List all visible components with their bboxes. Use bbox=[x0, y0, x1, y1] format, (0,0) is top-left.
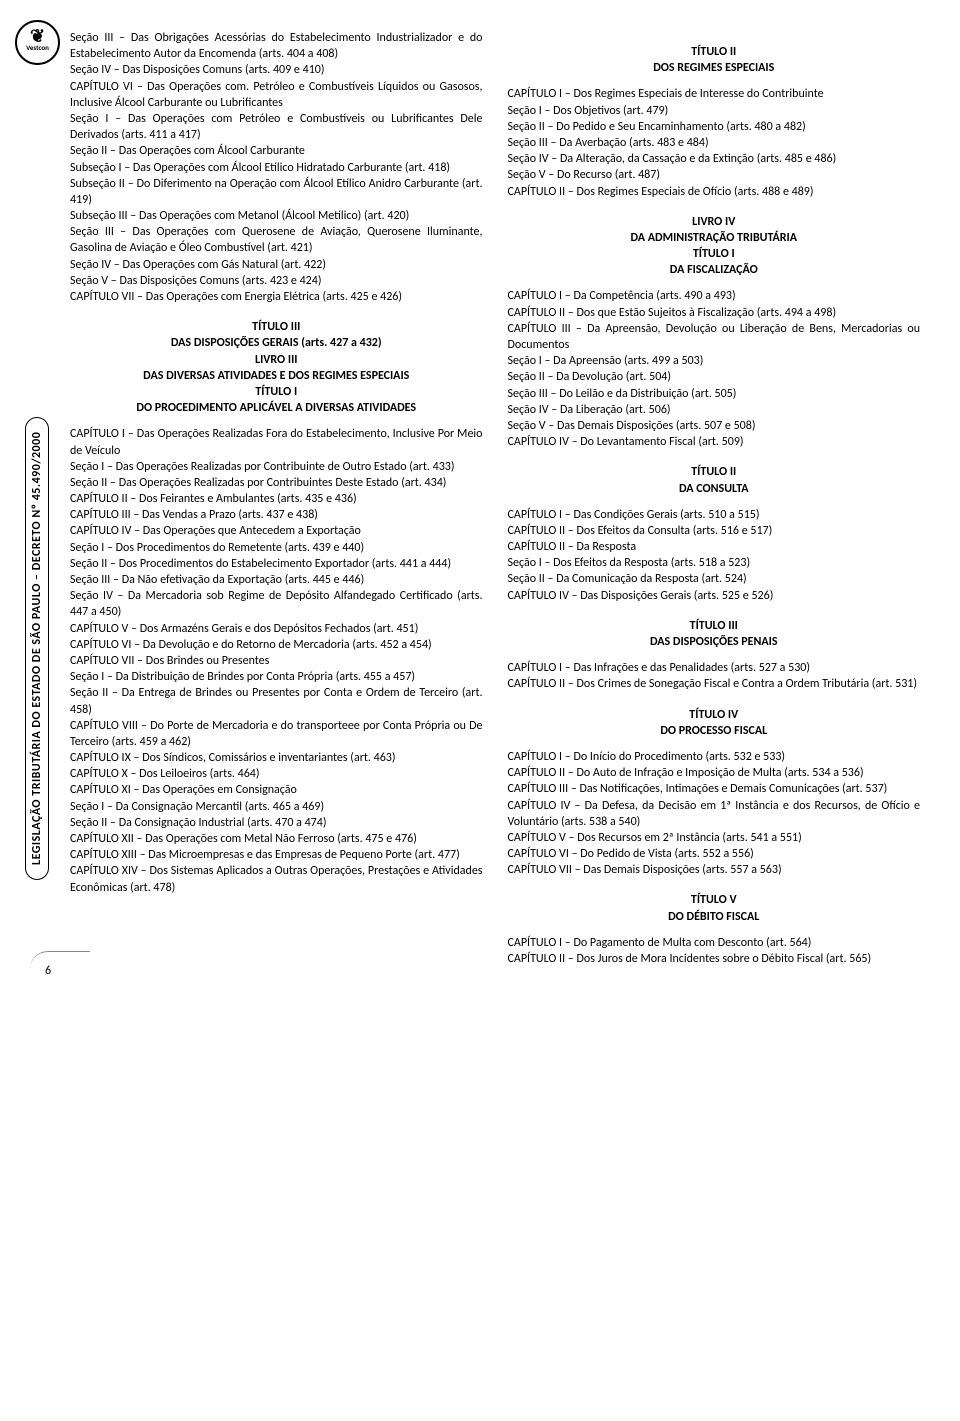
section-heading: DAS DISPOSIÇÕES GERAIS (arts. 427 a 432) bbox=[70, 335, 483, 351]
logo-text: Vestcon bbox=[26, 43, 49, 52]
toc-entry: CAPÍTULO XIV – Dos Sistemas Aplicados a … bbox=[70, 863, 483, 895]
toc-entry: Seção I – Dos Efeitos da Resposta (arts.… bbox=[508, 555, 921, 571]
toc-entry: CAPÍTULO I – Das Operações Realizadas Fo… bbox=[70, 426, 483, 458]
toc-entry: CAPÍTULO VI – Do Pedido de Vista (arts. … bbox=[508, 846, 921, 862]
section-heading: DA FISCALIZAÇÃO bbox=[508, 262, 921, 278]
toc-entry: Subseção I – Das Operações com Álcool Et… bbox=[70, 160, 483, 176]
toc-entry: CAPÍTULO VIII – Do Porte de Mercadoria e… bbox=[70, 718, 483, 750]
toc-entry: CAPÍTULO VI – Das Operações com. Petróle… bbox=[70, 79, 483, 111]
toc-entry: CAPÍTULO IV – Das Operações que Antecede… bbox=[70, 523, 483, 539]
page-curve-decor bbox=[30, 951, 90, 969]
section-heading: TÍTULO I bbox=[70, 384, 483, 400]
toc-entry: CAPÍTULO II – Da Resposta bbox=[508, 539, 921, 555]
toc-entry: Seção V – Das Disposições Comuns (arts. … bbox=[70, 273, 483, 289]
toc-entry: Seção II – Da Devolução (art. 504) bbox=[508, 369, 921, 385]
section-heading: TÍTULO I bbox=[508, 246, 921, 262]
toc-entry: Seção II – Da Entrega de Brindes ou Pres… bbox=[70, 685, 483, 717]
toc-entry: Seção III – Da Não efetivação da Exporta… bbox=[70, 572, 483, 588]
toc-entry: CAPÍTULO III – Da Apreensão, Devolução o… bbox=[508, 321, 921, 353]
toc-entry: CAPÍTULO I – Do Pagamento de Multa com D… bbox=[508, 935, 921, 951]
content-columns: Seção III – Das Obrigações Acessórias do… bbox=[70, 30, 920, 967]
toc-entry: CAPÍTULO V – Dos Recursos em 2ª Instânci… bbox=[508, 830, 921, 846]
section-heading: TÍTULO V bbox=[508, 892, 921, 908]
toc-entry: CAPÍTULO III – Das Vendas a Prazo (arts.… bbox=[70, 507, 483, 523]
section-heading: DA ADMINISTRAÇÃO TRIBUTÁRIA bbox=[508, 230, 921, 246]
section-heading: LIVRO III bbox=[70, 352, 483, 368]
toc-entry: CAPÍTULO II – Do Auto de Infração e Impo… bbox=[508, 765, 921, 781]
section-heading: DO PROCEDIMENTO APLICÁVEL A DIVERSAS ATI… bbox=[70, 400, 483, 416]
toc-entry: Seção I – Dos Objetivos (art. 479) bbox=[508, 103, 921, 119]
toc-entry: Seção III – Da Averbação (arts. 483 e 48… bbox=[508, 135, 921, 151]
toc-entry: CAPÍTULO I – Da Competência (arts. 490 a… bbox=[508, 288, 921, 304]
section-heading: LIVRO IV bbox=[508, 214, 921, 230]
section-heading: DO DÉBITO FISCAL bbox=[508, 909, 921, 925]
toc-entry: Seção II – Do Pedido e Seu Encaminhament… bbox=[508, 119, 921, 135]
toc-entry: Seção III – Das Operações com Querosene … bbox=[70, 224, 483, 256]
toc-entry: CAPÍTULO IV – Do Levantamento Fiscal (ar… bbox=[508, 434, 921, 450]
toc-entry: Seção IV – Das Operações com Gás Natural… bbox=[70, 257, 483, 273]
section-heading: TÍTULO II bbox=[508, 44, 921, 60]
toc-entry: Subseção III – Das Operações com Metanol… bbox=[70, 208, 483, 224]
toc-entry: Seção I – Da Distribuição de Brindes por… bbox=[70, 669, 483, 685]
toc-entry: CAPÍTULO I – Dos Regimes Especiais de In… bbox=[508, 86, 921, 102]
toc-entry: Seção III – Do Leilão e da Distribuição … bbox=[508, 386, 921, 402]
toc-entry: Seção II – Dos Procedimentos do Estabele… bbox=[70, 556, 483, 572]
toc-entry: CAPÍTULO V – Dos Armazéns Gerais e dos D… bbox=[70, 621, 483, 637]
toc-entry: CAPÍTULO III – Das Notificações, Intimaç… bbox=[508, 781, 921, 797]
section-heading: TÍTULO IV bbox=[508, 707, 921, 723]
toc-entry: Seção V – Das Demais Disposições (arts. … bbox=[508, 418, 921, 434]
toc-entry: Seção IV – Da Mercadoria sob Regime de D… bbox=[70, 588, 483, 620]
toc-entry: CAPÍTULO I – Das Condições Gerais (arts.… bbox=[508, 507, 921, 523]
toc-entry: Seção I – Das Operações Realizadas por C… bbox=[70, 459, 483, 475]
toc-entry: CAPÍTULO I – Das Infrações e das Penalid… bbox=[508, 660, 921, 676]
brand-logo: ❦ Vestcon bbox=[15, 20, 60, 65]
toc-entry: Seção I – Da Apreensão (arts. 499 a 503) bbox=[508, 353, 921, 369]
section-heading: TÍTULO III bbox=[70, 319, 483, 335]
toc-entry: Seção I – Dos Procedimentos do Remetente… bbox=[70, 540, 483, 556]
toc-entry: Seção I – Das Operações com Petróleo e C… bbox=[70, 111, 483, 143]
toc-entry: CAPÍTULO XIII – Das Microempresas e das … bbox=[70, 847, 483, 863]
toc-entry: Seção IV – Da Alteração, da Cassação e d… bbox=[508, 151, 921, 167]
toc-entry: CAPÍTULO IV – Da Defesa, da Decisão em 1… bbox=[508, 798, 921, 830]
toc-entry: CAPÍTULO XII – Das Operações com Metal N… bbox=[70, 831, 483, 847]
toc-entry: Seção IV – Da Liberação (art. 506) bbox=[508, 402, 921, 418]
toc-entry: Seção III – Das Obrigações Acessórias do… bbox=[70, 30, 483, 62]
toc-entry: CAPÍTULO IV – Das Disposições Gerais (ar… bbox=[508, 588, 921, 604]
toc-entry: Seção II – Das Operações Realizadas por … bbox=[70, 475, 483, 491]
section-heading: DAS DIVERSAS ATIVIDADES E DOS REGIMES ES… bbox=[70, 368, 483, 384]
toc-entry: CAPÍTULO VI – Da Devolução e do Retorno … bbox=[70, 637, 483, 653]
toc-entry: CAPÍTULO II – Dos Regimes Especiais de O… bbox=[508, 184, 921, 200]
toc-entry: Seção I – Da Consignação Mercantil (arts… bbox=[70, 799, 483, 815]
right-column: TÍTULO IIDOS REGIMES ESPECIAISCAPÍTULO I… bbox=[508, 30, 921, 967]
section-heading: DAS DISPOSIÇÕES PENAIS bbox=[508, 634, 921, 650]
toc-entry: Seção II – Da Consignação Industrial (ar… bbox=[70, 815, 483, 831]
toc-entry: Seção V – Do Recurso (art. 487) bbox=[508, 167, 921, 183]
toc-entry: CAPÍTULO IX – Dos Síndicos, Comissários … bbox=[70, 750, 483, 766]
section-heading: TÍTULO II bbox=[508, 464, 921, 480]
toc-entry: CAPÍTULO II – Dos Juros de Mora Incident… bbox=[508, 951, 921, 967]
toc-entry: Seção II – Da Comunicação da Resposta (a… bbox=[508, 571, 921, 587]
toc-entry: Seção II – Das Operações com Álcool Carb… bbox=[70, 143, 483, 159]
toc-entry: Subseção II – Do Diferimento na Operação… bbox=[70, 176, 483, 208]
left-column: Seção III – Das Obrigações Acessórias do… bbox=[70, 30, 483, 967]
sidebar-title: LEGISLAÇÃO TRIBUTÁRIA DO ESTADO DE SÃO P… bbox=[25, 417, 49, 880]
toc-entry: CAPÍTULO II – Dos que Estão Sujeitos à F… bbox=[508, 305, 921, 321]
section-heading: DO PROCESSO FISCAL bbox=[508, 723, 921, 739]
toc-entry: CAPÍTULO II – Dos Feirantes e Ambulantes… bbox=[70, 491, 483, 507]
section-heading: DA CONSULTA bbox=[508, 481, 921, 497]
toc-entry: CAPÍTULO VII – Das Demais Disposições (a… bbox=[508, 862, 921, 878]
toc-entry: CAPÍTULO X – Dos Leiloeiros (arts. 464) bbox=[70, 766, 483, 782]
toc-entry: CAPÍTULO II – Dos Crimes de Sonegação Fi… bbox=[508, 676, 921, 692]
page-number: 6 bbox=[45, 963, 51, 979]
toc-entry: CAPÍTULO II – Dos Efeitos da Consulta (a… bbox=[508, 523, 921, 539]
toc-entry: CAPÍTULO I – Do Início do Procedimento (… bbox=[508, 749, 921, 765]
toc-entry: CAPÍTULO XI – Das Operações em Consignaç… bbox=[70, 782, 483, 798]
section-heading: TÍTULO III bbox=[508, 618, 921, 634]
toc-entry: Seção IV – Das Disposições Comuns (arts.… bbox=[70, 62, 483, 78]
section-heading: DOS REGIMES ESPECIAIS bbox=[508, 60, 921, 76]
logo-icon: ❦ bbox=[30, 32, 45, 41]
toc-entry: CAPÍTULO VII – Das Operações com Energia… bbox=[70, 289, 483, 305]
toc-entry: CAPÍTULO VII – Dos Brindes ou Presentes bbox=[70, 653, 483, 669]
